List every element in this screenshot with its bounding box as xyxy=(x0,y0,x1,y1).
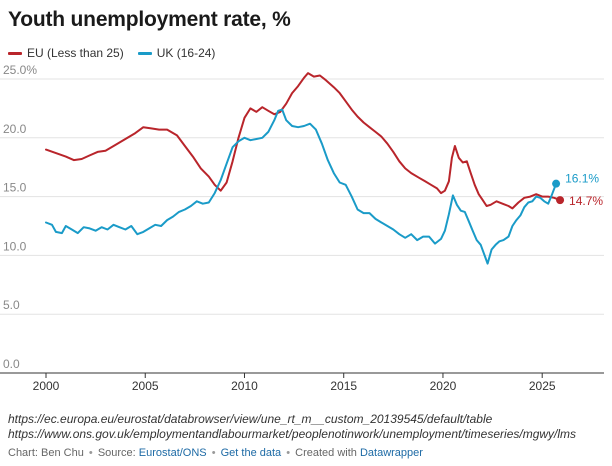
legend: EU (Less than 25) UK (16-24) xyxy=(8,46,215,60)
legend-item-eu: EU (Less than 25) xyxy=(8,46,124,60)
footer-created-prefix: Created with xyxy=(295,447,360,459)
end-point-eu xyxy=(556,196,565,205)
line-chart: 0.0 5.0 10.0 15.0 20.0 25.0% 2000 2005 2010 2015… xyxy=(0,63,604,393)
y-tick-label: 0.0 xyxy=(3,357,20,371)
x-tick-label: 2000 xyxy=(33,379,60,393)
x-axis-ticks: 2000 2005 2010 2015 2020 2025 xyxy=(33,373,556,393)
datawrapper-link[interactable]: Datawrapper xyxy=(359,447,423,459)
legend-swatch-uk xyxy=(137,51,152,55)
x-tick-label: 2010 xyxy=(231,379,258,393)
x-tick-label: 2020 xyxy=(430,379,457,393)
legend-item-uk: UK (16-24) xyxy=(137,46,216,60)
series-lines xyxy=(45,72,562,265)
x-tick-label: 2025 xyxy=(529,379,556,393)
y-tick-label: 15.0 xyxy=(3,181,27,195)
legend-label-eu: EU (Less than 25) xyxy=(27,46,124,60)
footer-source-link[interactable]: Eurostat/ONS xyxy=(138,447,207,459)
footer-source-prefix: Source: xyxy=(97,447,139,459)
y-axis-ticks: 0.0 5.0 10.0 15.0 20.0 25.0% xyxy=(3,63,37,371)
x-tick-label: 2015 xyxy=(330,379,357,393)
end-point-uk xyxy=(552,179,561,188)
source-notes: https://ec.europa.eu/eurostat/databrowse… xyxy=(8,412,576,441)
get-data-link[interactable]: Get the data xyxy=(220,447,282,459)
note-ons-url[interactable]: https://www.ons.gov.uk/employmentandlabo… xyxy=(8,426,577,441)
legend-swatch-eu xyxy=(8,51,22,55)
footer-credit: Chart: Ben Chu xyxy=(8,447,84,459)
footer-separator: • xyxy=(211,447,216,459)
chart-title: Youth unemployment rate, % xyxy=(8,8,291,31)
series-line-eu xyxy=(45,72,562,210)
y-tick-label: 10.0 xyxy=(3,239,27,253)
end-label-eu: 14.7% xyxy=(569,194,603,208)
y-tick-label: 25.0% xyxy=(3,63,37,77)
note-eurostat-url[interactable]: https://ec.europa.eu/eurostat/databrowse… xyxy=(8,412,493,426)
footer-separator: • xyxy=(286,447,291,459)
series-line-uk xyxy=(45,108,558,265)
y-tick-label: 5.0 xyxy=(3,298,20,312)
end-labels: 14.7% 16.1% xyxy=(552,172,603,208)
x-tick-label: 2005 xyxy=(132,379,159,393)
y-tick-label: 20.0 xyxy=(3,122,27,136)
footer-separator: • xyxy=(88,447,93,459)
end-label-uk: 16.1% xyxy=(565,172,599,186)
legend-label-uk: UK (16-24) xyxy=(156,46,216,60)
footer: Chart: Ben Chu • Source: Eurostat/ONS • … xyxy=(8,447,423,459)
